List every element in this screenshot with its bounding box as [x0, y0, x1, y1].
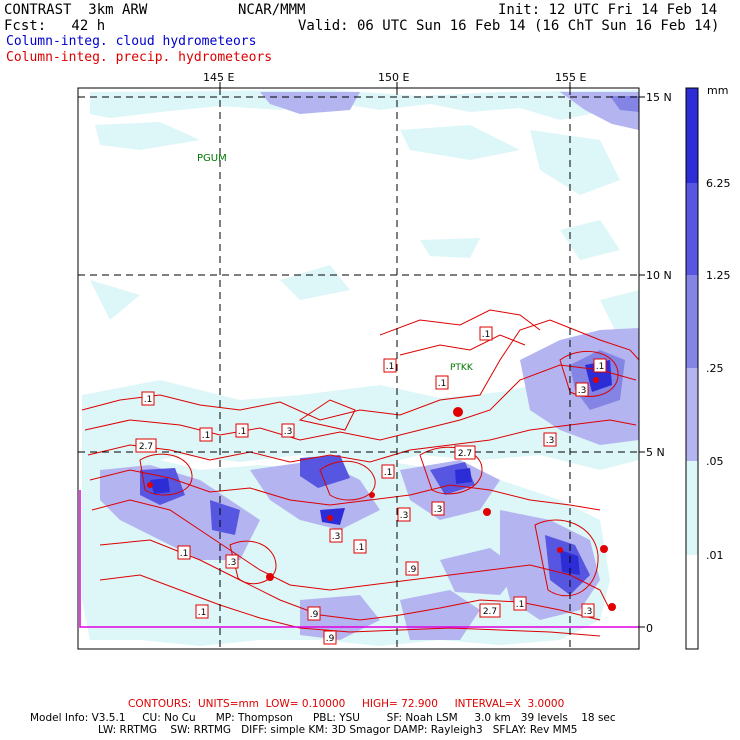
contour-label: .1	[238, 427, 247, 437]
lon-label-155: 155 E	[555, 71, 587, 84]
contour-label: .1	[386, 362, 395, 372]
contour-label-box	[323, 630, 337, 645]
model-info-line1: Model Info: V3.5.1 CU: No Cu MP: Thompso…	[30, 712, 616, 724]
contour-label-box	[405, 561, 419, 576]
station-ptkk: PTKK	[450, 363, 474, 373]
contour-info: CONTOURS: UNITS=mm LOW= 0.10000 HIGH= 72…	[128, 698, 565, 710]
valid-time: Valid: 06 UTC Sun 16 Feb 14 (16 ChT Sun …	[298, 18, 720, 34]
contour-label: .3	[400, 511, 409, 521]
lat-label-5n: 5 N	[646, 446, 665, 459]
contour-label-box	[431, 501, 445, 516]
colorbar-unit: mm	[707, 84, 729, 97]
colorbar-bin-0.05	[686, 461, 698, 555]
lon-label-145: 145 E	[203, 71, 235, 84]
contour-label: .3	[546, 436, 555, 446]
contour-label-box	[383, 358, 397, 373]
model-info-line2: LW: RRTMG SW: RRTMG DIFF: simple KM: 3D …	[98, 724, 578, 736]
contour-label: 2.7	[139, 442, 153, 452]
lon-label-150: 150 E	[378, 71, 410, 84]
contour-label-box	[397, 507, 411, 522]
contour-label-box	[199, 427, 213, 442]
contour-label-box	[195, 604, 209, 619]
colorbar-frame	[685, 87, 699, 650]
precip-maxima	[147, 377, 616, 611]
contour-label-box	[593, 358, 607, 373]
contour-label: .1	[144, 395, 153, 405]
contour-label: .1	[356, 543, 365, 553]
contour-label-box	[281, 423, 295, 438]
contour-label-box	[454, 445, 476, 460]
lat-label-0: 0	[646, 622, 653, 635]
colorbar-bin-0.25	[686, 368, 698, 461]
contour-label: .1	[438, 379, 447, 389]
colorbar-bin-0.01	[686, 555, 698, 649]
contour-labels: .1 .1 .1 .1 2.7 .1 .1 .3 2.7 .3 .3 .3 .1 .3 .9 .1 .1 .9 .3…	[135, 326, 607, 645]
contour-label: .1	[596, 362, 605, 372]
map-frame	[77, 87, 640, 650]
contour-label: 2.7	[483, 607, 497, 617]
contour-label-box	[575, 382, 589, 397]
contour-label-box	[543, 432, 557, 447]
contour-label: .1	[384, 468, 393, 478]
contour-label-box	[513, 596, 527, 611]
contour-label-box	[135, 438, 157, 453]
contour-label: .1	[202, 431, 211, 441]
contour-label-box	[479, 326, 493, 341]
colorbar-bin-1.25	[686, 275, 698, 368]
contour-label-box	[235, 423, 249, 438]
contour-label: .3	[434, 505, 443, 515]
lat-lon-grid	[78, 88, 639, 649]
colorbar-label-1.25: 1.25	[706, 269, 731, 282]
lat-label-15n: 15 N	[646, 91, 672, 104]
cloud-legend-label: Column-integ. cloud hydrometeors	[6, 34, 257, 49]
contour-label: .9	[326, 634, 335, 644]
station-pgum: PGUM	[197, 153, 227, 164]
colorbar-bin-6.25	[686, 183, 698, 275]
contour-label: .1	[482, 330, 491, 340]
contour-label: .1	[198, 608, 207, 618]
precip-legend-label: Column-integ. precip. hydrometeors	[6, 50, 273, 65]
init-time: Init: 12 UTC Fri 14 Feb 14	[498, 2, 718, 18]
contour-label: .3	[578, 386, 587, 396]
lat-ticks	[639, 96, 645, 628]
colorbar-label-0.01: .01	[706, 549, 724, 562]
contour-label: 2.7	[458, 449, 472, 459]
lat-label-10n: 10 N	[646, 269, 672, 282]
contour-label-box	[307, 606, 321, 621]
contour-label: .9	[310, 610, 319, 620]
contour-label: .3	[332, 532, 341, 542]
forecast-hour: Fcst: 42 h	[4, 18, 106, 34]
contour-label: .9	[408, 565, 417, 575]
contour-label-box	[353, 539, 367, 554]
contour-label-box	[435, 375, 449, 390]
contour-label-box	[329, 528, 343, 543]
contour-label: .1	[516, 600, 525, 610]
contour-label-box	[177, 545, 191, 560]
contour-label: .3	[228, 558, 237, 568]
colorbar-label-0.05: .05	[706, 455, 724, 468]
precip-contours	[81, 309, 639, 637]
contour-label: .3	[284, 427, 293, 437]
colorbar-bin-max	[686, 88, 698, 183]
model-title: CONTRAST 3km ARW	[4, 2, 148, 18]
contour-label: .1	[180, 549, 189, 559]
colorbar	[685, 87, 699, 650]
colorbar-label-6.25: 6.25	[706, 177, 731, 190]
contour-label-box	[225, 554, 239, 569]
contour-label-box	[479, 603, 501, 618]
lon-ticks	[219, 82, 571, 88]
colorbar-label-0.25: .25	[706, 362, 724, 375]
contour-label-box	[581, 603, 595, 618]
contour-label-box	[141, 391, 155, 406]
organization-label: NCAR/MMM	[238, 2, 306, 18]
domain-boundary	[79, 490, 639, 628]
contour-label: .3	[584, 607, 593, 617]
contour-label-box	[381, 464, 395, 479]
